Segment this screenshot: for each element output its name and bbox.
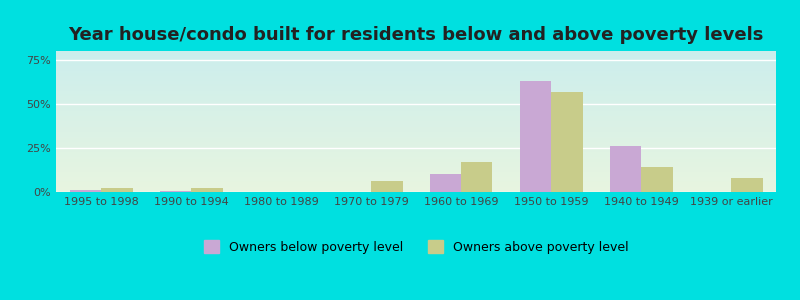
Bar <box>70 190 101 192</box>
Legend: Owners below poverty level, Owners above poverty level: Owners below poverty level, Owners above… <box>198 236 634 259</box>
Bar <box>641 167 673 192</box>
Bar <box>159 191 191 192</box>
Title: Year house/condo built for residents below and above poverty levels: Year house/condo built for residents bel… <box>68 26 764 44</box>
Bar <box>551 92 582 192</box>
Bar <box>191 188 222 192</box>
Bar <box>371 182 402 192</box>
Bar <box>430 174 461 192</box>
Bar <box>519 81 551 192</box>
Bar <box>610 146 641 192</box>
Bar <box>461 162 493 192</box>
Bar <box>101 188 133 192</box>
Bar <box>731 178 762 192</box>
